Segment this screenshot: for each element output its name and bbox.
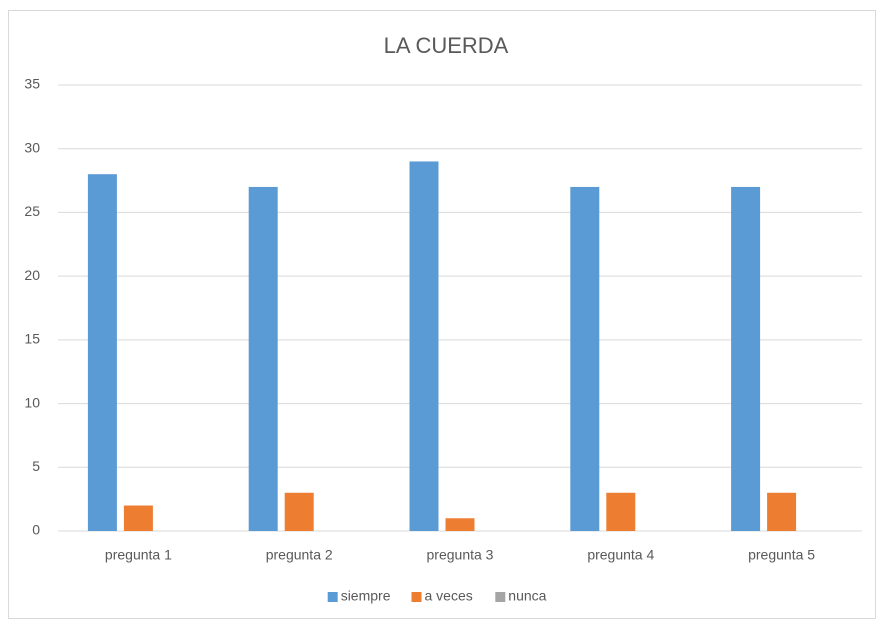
x-tick-label: pregunta 1 (105, 547, 172, 563)
legend-swatch (495, 592, 506, 602)
chart-frame (8, 10, 876, 619)
bar (570, 186, 600, 531)
y-tick-label: 35 (24, 76, 40, 92)
bar (767, 492, 797, 531)
y-tick-label: 15 (24, 331, 40, 347)
bar (445, 518, 475, 531)
y-tick-label: 5 (32, 458, 40, 474)
bar (731, 186, 761, 531)
x-tick-label: pregunta 3 (427, 547, 494, 563)
legend-swatch (327, 592, 338, 602)
y-tick-label: 20 (24, 267, 40, 283)
x-tick-label: pregunta 4 (587, 547, 654, 563)
y-tick-label: 10 (24, 394, 40, 410)
bar (409, 161, 439, 531)
y-tick-label: 30 (24, 139, 40, 155)
legend-swatch (411, 592, 422, 602)
bar (123, 505, 153, 531)
legend-label: siempre (341, 588, 391, 604)
legend-label: nunca (508, 588, 546, 604)
x-tick-label: pregunta 5 (748, 547, 815, 563)
y-tick-label: 25 (24, 203, 40, 219)
y-tick-label: 0 (32, 522, 40, 538)
legend-label: a veces (425, 588, 473, 604)
chart-title: LA CUERDA (384, 33, 509, 58)
x-tick-label: pregunta 2 (266, 547, 333, 563)
bar (87, 174, 117, 531)
bar (606, 492, 636, 531)
bar (284, 492, 314, 531)
bar (248, 186, 278, 531)
